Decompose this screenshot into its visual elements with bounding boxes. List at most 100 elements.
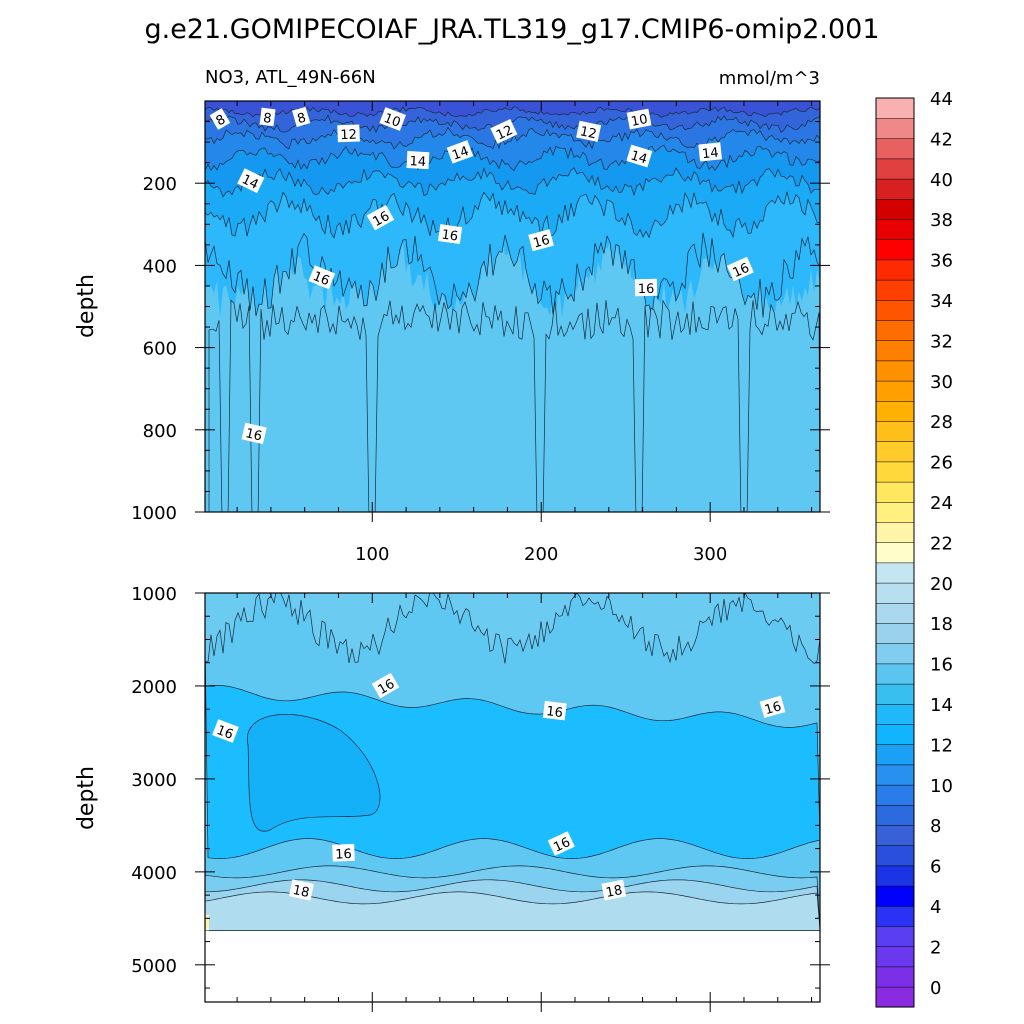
contour-label: 16 (634, 278, 658, 297)
colorbar-label: 40 (930, 170, 953, 191)
plot-frame (204, 592, 821, 1003)
contour-label-text: 16 (376, 677, 398, 698)
contour-label-bg (626, 108, 652, 130)
contour-label: 16 (437, 224, 463, 245)
colorbar-swatch (875, 885, 915, 907)
contour-line (205, 879, 820, 931)
colorbar-label: 24 (930, 493, 953, 514)
colorbar-label: 18 (930, 614, 953, 635)
colorbar-swatch (875, 239, 915, 261)
y-tick-label: 5000 (131, 956, 177, 977)
colorbar-swatch (875, 441, 915, 463)
colorbar-label: 22 (930, 533, 953, 554)
upper-field (205, 101, 820, 512)
y-tick-label: 400 (143, 256, 177, 277)
contour-label-bg (634, 278, 658, 297)
contour-label: 16 (528, 229, 554, 252)
contour-label-text: 16 (545, 704, 563, 721)
y-tick-label: 800 (143, 421, 177, 442)
yellow-patch (205, 914, 209, 931)
contour-label-text: 16 (763, 699, 783, 718)
contour-label-bg (406, 151, 430, 170)
colorbar-swatch (875, 138, 915, 160)
contour-label: 14 (446, 140, 474, 164)
contour-label-bg (698, 142, 722, 162)
contour-label-bg (542, 700, 567, 721)
contour-label: 16 (726, 256, 754, 282)
contour-label-text: 16 (441, 228, 459, 245)
contour-label-text: 14 (701, 146, 719, 163)
colorbar-label: 6 (930, 857, 941, 878)
contour-label: 14 (406, 151, 430, 170)
colorbar-label: 36 (930, 251, 953, 272)
colorbar-swatch (875, 582, 915, 604)
contour-label: 16 (212, 719, 239, 743)
colorbar-label: 12 (930, 735, 953, 756)
colorbar-label: 4 (930, 897, 941, 918)
colorbar-swatch (875, 845, 915, 867)
contour-label: 16 (759, 695, 786, 719)
contour-label-text: 14 (629, 148, 649, 167)
contour-label: 14 (626, 144, 653, 168)
contour-label: 16 (371, 672, 400, 699)
colorbar-swatch (875, 158, 915, 180)
contour-label-text: 16 (214, 723, 235, 743)
contour-line (205, 865, 820, 931)
contour-label-text: 14 (239, 172, 260, 193)
contour-label: 14 (237, 168, 265, 194)
colorbar-swatch (875, 784, 915, 806)
colorbar-swatch (875, 723, 915, 745)
colorbar-label: 20 (930, 574, 953, 595)
colorbar-swatch (875, 824, 915, 846)
colorbar-swatch (875, 218, 915, 240)
contour-label-bg (576, 120, 602, 142)
variable-label: NO3, ATL_49N-66N (205, 67, 376, 88)
colorbar-label: 8 (930, 816, 941, 837)
colorbar-label: 30 (930, 372, 953, 393)
x-tick-label: 100 (355, 544, 389, 565)
contour-label-bg (601, 879, 627, 901)
contour-label-bg (490, 118, 518, 144)
contour-label-bg (366, 204, 395, 231)
contour-label-text: 12 (579, 124, 598, 142)
colorbar-swatch (875, 259, 915, 281)
colorbar-label: 16 (930, 655, 953, 676)
contour-line (208, 299, 820, 512)
contour-label: 16 (332, 843, 355, 863)
contour-line (205, 639, 820, 859)
colorbar-swatch (875, 461, 915, 483)
colorbar-swatch (875, 319, 915, 341)
contour-label: 18 (288, 879, 314, 901)
contour-label: 16 (241, 422, 267, 445)
colorbar-frame (875, 97, 915, 1008)
contour-label-bg (759, 695, 786, 719)
colorbar-label: 28 (930, 412, 953, 433)
contour-label: 12 (576, 120, 602, 142)
y-tick-label: 4000 (131, 863, 177, 884)
colorbar-label: 42 (930, 129, 953, 150)
contour-line (205, 232, 820, 318)
colorbar-swatch (875, 542, 915, 564)
contour-label: 10 (626, 108, 652, 130)
contour-label-bg (547, 831, 575, 856)
contour-label-bg (337, 124, 360, 143)
colorbar-swatch (875, 562, 915, 584)
colorbar-swatch (875, 400, 915, 422)
contour-label-bg (437, 224, 463, 245)
colorbar-swatch (875, 602, 915, 624)
contour-label-bg (446, 140, 474, 164)
contour-label-bg (209, 108, 231, 130)
colorbar-swatch (875, 986, 915, 1008)
field-band (205, 101, 820, 118)
colorbar-swatch (875, 481, 915, 503)
contour-label-text: 12 (340, 128, 357, 144)
colorbar-swatch (875, 178, 915, 200)
colorbar-swatch (875, 804, 915, 826)
units-label: mmol/m^3 (719, 68, 820, 89)
contour-label-text: 16 (311, 269, 332, 289)
colorbar-label: 0 (930, 978, 941, 999)
contour-label-bg (241, 422, 267, 445)
contour-label-text: 16 (532, 233, 552, 252)
colorbar-label: 34 (930, 291, 953, 312)
